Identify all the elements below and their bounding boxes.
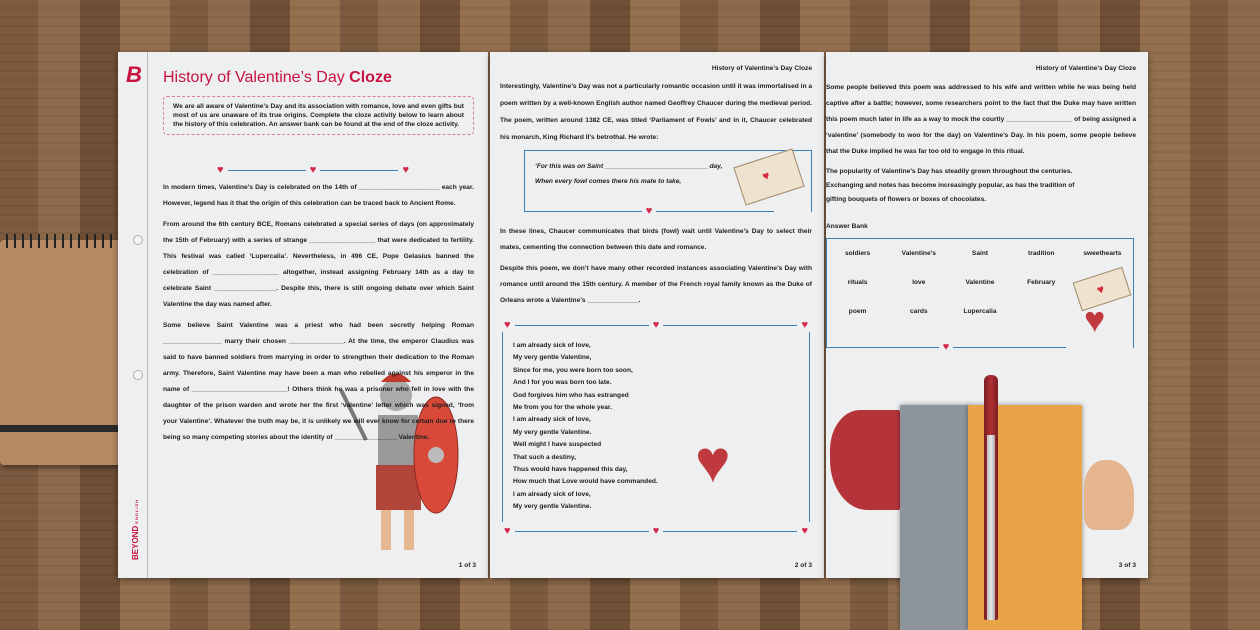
paragraph: Despite this poem, we don’t have many ot… <box>500 265 812 304</box>
poem-line: My very gentle Valentine. <box>513 503 592 511</box>
answer-bank-word: soldiers <box>844 250 871 257</box>
brand-name-text: BEYOND <box>131 525 140 560</box>
page-margin: B BEYONDENGLISH <box>118 52 148 578</box>
paragraph: Some believe Saint Valentine was a pries… <box>163 322 474 441</box>
answer-bank-word: Valentine <box>965 279 995 286</box>
answer-bank-word: February <box>1027 279 1056 286</box>
heart-icon: ♥ <box>504 525 511 537</box>
page-number: 2 of 3 <box>794 562 812 569</box>
paragraph: In modern times, Valentine’s Day is cele… <box>163 184 474 207</box>
page1-body: In modern times, Valentine’s Day is cele… <box>163 180 474 451</box>
poem-line: I am already sick of love, <box>513 342 591 349</box>
heart-icon: ♥ <box>309 164 317 176</box>
pen-prop <box>984 375 998 620</box>
paragraph: From around the 6th century BCE, Romans … <box>163 221 474 308</box>
answer-bank: soldiers Valentine’s Saint tradition sweethe… <box>826 238 1134 348</box>
heart-icon: ♥ <box>504 319 511 331</box>
heart-icon: ♥ <box>801 319 808 331</box>
intro-box: We are all aware of Valentine’s Day and … <box>163 96 474 135</box>
heart-gift-box-illustration: ♥ <box>1084 299 1106 340</box>
paragraph: Interestingly, Valentine’s Day was not a… <box>500 83 812 141</box>
poem-line: God forgives him who has estranged <box>513 391 629 399</box>
poem-line: Since for me, you were born too soon, <box>513 366 633 374</box>
notebook-spiral <box>6 234 129 248</box>
paragraph: The popularity of Valentine’s Day has st… <box>826 168 1075 203</box>
poem-line: My very gentle Valentine, <box>513 354 592 362</box>
heart-icon: ♥ <box>801 525 808 537</box>
running-header: History of Valentine’s Day Cloze <box>1035 65 1136 72</box>
heart-divider: ♥ <box>524 204 774 218</box>
answer-bank-word: love <box>912 279 926 286</box>
paragraph: Some people believed this poem was addre… <box>826 84 1136 155</box>
heart-divider: ♥ ♥ ♥ <box>213 163 413 177</box>
running-header: History of Valentine’s Day Cloze <box>711 65 812 72</box>
poem-line: I am already sick of love, <box>513 416 591 424</box>
heart-icon: ♥ <box>217 164 224 176</box>
answer-bank-word <box>1011 302 1072 331</box>
heart-icon: ♥ <box>652 319 660 331</box>
quote-line: When every fowl comes there his mate to … <box>535 178 682 185</box>
heart-icon: ♥ <box>645 205 653 217</box>
heart-icon: ♥ <box>402 164 409 176</box>
page2-body: Interestingly, Valentine’s Day was not a… <box>500 78 812 151</box>
poem-line: Well might I have suspected <box>513 441 602 449</box>
brand-logo: B <box>126 62 142 87</box>
answer-bank-word: rituals <box>847 279 868 286</box>
chocolate-box-prop <box>830 410 905 510</box>
answer-bank-title: Answer Bank <box>826 223 868 230</box>
punch-hole <box>133 370 143 380</box>
poem-line: How much that Love would have commanded. <box>513 478 658 486</box>
grey-notebook-prop <box>900 405 970 630</box>
poem-line: Thus would have happened this day, <box>513 466 628 474</box>
answer-bank-word: tradition <box>1028 250 1055 257</box>
page2-body-2: In these lines, Chaucer communicates tha… <box>500 224 812 314</box>
roman-soldier-illustration <box>339 373 459 550</box>
paragraph: In these lines, Chaucer communicates tha… <box>500 228 812 251</box>
poem-line: My very gentle Valentine. <box>513 428 592 436</box>
heart-divider: ♥ ♥ ♥ <box>500 318 812 332</box>
page-number: 3 of 3 <box>1118 562 1136 569</box>
answer-bank-word: Lupercalia <box>963 308 997 315</box>
answer-bank-word: poem <box>848 308 867 315</box>
page-title: History of Valentine’s Day Cloze <box>163 69 392 87</box>
worksheet-page-2: History of Valentine’s Day Cloze Interes… <box>490 52 824 578</box>
title-bold: Cloze <box>349 69 392 86</box>
page-number: 1 of 3 <box>458 562 476 569</box>
heart-divider: ♥ ♥ ♥ <box>500 524 812 538</box>
heart-divider: ♥ <box>826 340 1066 354</box>
notebook-elastic-band <box>0 425 135 432</box>
quote-line: ‘For this was on Saint _________________… <box>535 163 723 170</box>
brand-name: BEYONDENGLISH <box>131 499 140 560</box>
brand-sub-text: ENGLISH <box>134 498 139 524</box>
answer-bank-word: Saint <box>971 250 989 257</box>
poem-line: I am already sick of love, <box>513 490 591 498</box>
answer-bank-word: Valentine’s <box>901 250 936 257</box>
duke-poem-box: I am already sick of love, My very gentle… <box>502 332 810 522</box>
spiral-notebook <box>0 234 135 465</box>
chaucer-quote-box: ‘For this was on Saint _________________… <box>524 150 812 212</box>
punch-hole <box>133 235 143 245</box>
poem-line: That such a destiny, <box>513 453 576 461</box>
heart-icon: ♥ <box>652 525 660 537</box>
heart-icon: ♥ <box>942 341 950 353</box>
hand <box>1084 460 1134 530</box>
title-main: History of Valentine’s Day <box>163 69 345 86</box>
poem-line: And I for you was born too late. <box>513 379 612 387</box>
answer-bank-word: cards <box>909 308 928 315</box>
chocolate-box-illustration: ♥ <box>695 428 731 495</box>
worksheet-page-1: B BEYONDENGLISH History of Valentine’s D… <box>118 52 488 578</box>
poem-line: Me from you for the whole year. <box>513 404 612 412</box>
answer-bank-word: sweethearts <box>1083 250 1122 257</box>
page3-body: Some people believed this poem was addre… <box>826 80 1136 212</box>
